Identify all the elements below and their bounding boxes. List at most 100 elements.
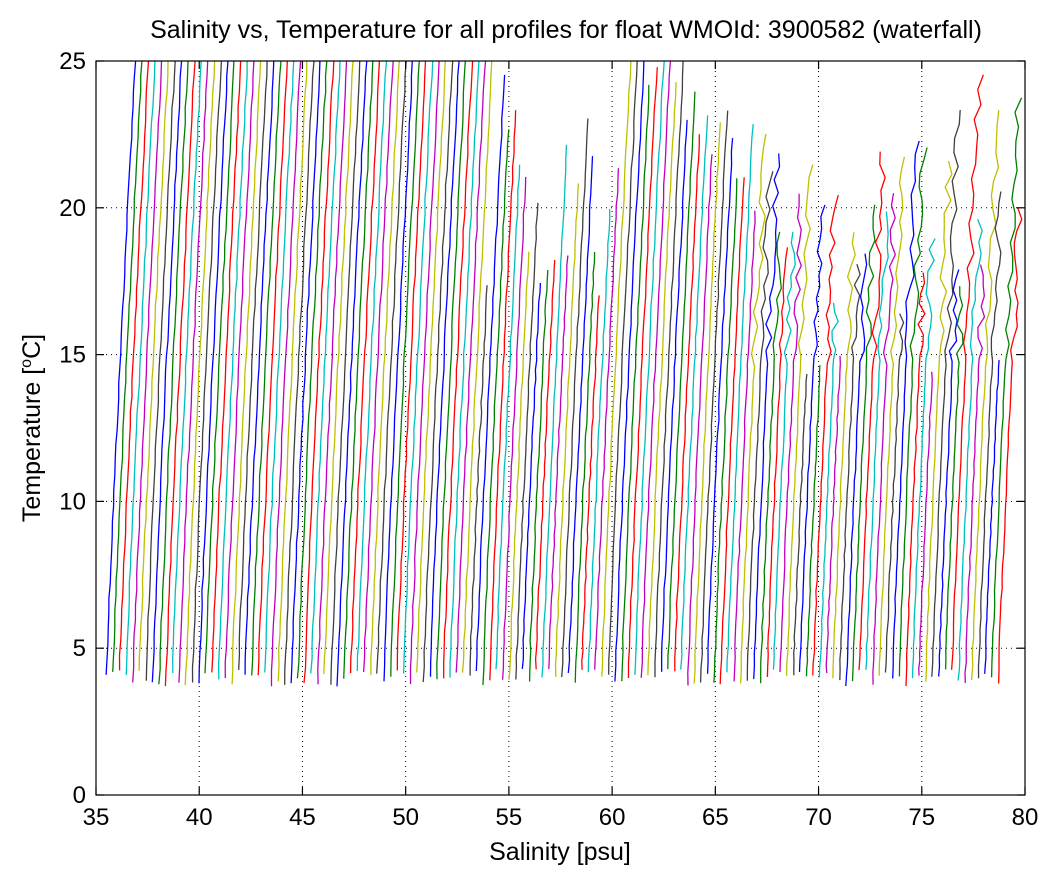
axis-ticks: [95, 60, 1026, 796]
profile-line: [317, 60, 348, 685]
profile-line: [264, 60, 295, 673]
profile-lines: [105, 60, 1023, 687]
profile-line: [231, 60, 262, 685]
profile-line: [766, 247, 789, 678]
profile-line: [370, 60, 400, 675]
x-tick-label: 65: [702, 804, 729, 831]
y-axis-label: Temperature [oC]: [18, 334, 46, 522]
profile-line: [429, 60, 460, 677]
profile-line: [567, 156, 594, 673]
profile-line: [779, 193, 803, 673]
profile-line: [984, 360, 1000, 674]
profile-line: [753, 153, 781, 680]
profile-line: [587, 209, 611, 673]
profile-line: [257, 60, 288, 676]
profile-line: [647, 82, 677, 676]
profile-line: [937, 269, 960, 677]
profile-line: [469, 285, 488, 676]
x-tick-label: 60: [599, 804, 626, 831]
profile-line: [674, 134, 700, 672]
y-tick-label: 0: [73, 782, 86, 809]
profile-line: [660, 119, 688, 672]
profile-line: [687, 154, 713, 686]
x-tick-label: 35: [83, 804, 110, 831]
x-axis-label: Salinity [psu]: [489, 838, 631, 866]
y-tick-label: 20: [59, 195, 86, 222]
profile-line: [760, 231, 782, 684]
profile-line: [158, 60, 189, 685]
profile-line: [296, 60, 328, 679]
profile-line: [944, 286, 964, 670]
profile-line: [561, 118, 589, 678]
profile-line: [594, 168, 620, 670]
profile-line: [957, 218, 983, 681]
profile-line: [878, 156, 906, 676]
profile-line: [892, 140, 920, 679]
profile-line: [138, 60, 169, 671]
profile-line: [521, 282, 542, 669]
profile-line: [495, 164, 521, 670]
profile-line: [112, 60, 143, 672]
profile-line: [443, 60, 474, 679]
profile-line: [911, 238, 936, 679]
profile-line: [608, 60, 638, 675]
profile-line: [884, 313, 905, 673]
profile-line: [805, 365, 821, 677]
profile-line: [739, 133, 767, 684]
profile-line: [667, 91, 696, 670]
profile-line: [832, 232, 856, 679]
profile-line: [872, 193, 897, 685]
profile-line: [244, 60, 275, 675]
profile-line: [772, 231, 796, 670]
profile-line: [918, 371, 933, 676]
profile-line: [818, 302, 839, 678]
profile-line: [654, 60, 684, 678]
x-tick-label: 80: [1012, 804, 1039, 831]
profile-line: [198, 60, 229, 684]
profile-line: [125, 60, 156, 676]
profile-line: [733, 210, 756, 682]
profile-line: [284, 60, 315, 685]
profile-line: [970, 110, 1000, 681]
profile-line: [238, 60, 268, 670]
profile-line: [990, 97, 1023, 678]
profile-line: [277, 61, 308, 682]
profile-line: [858, 151, 886, 671]
profile-line: [178, 60, 209, 683]
y-axis-label-main: Temperature [: [18, 368, 46, 522]
profile-line: [383, 60, 413, 682]
profile-line: [534, 259, 556, 670]
profile-line: [793, 374, 808, 676]
profile-line: [105, 60, 137, 675]
profile-line: [270, 60, 302, 687]
profile-line: [501, 176, 527, 680]
profile-line: [812, 194, 839, 676]
profile-line: [693, 122, 721, 684]
profile-line: [118, 60, 150, 671]
profile-line: [931, 109, 961, 677]
profile-line: [977, 191, 1002, 679]
profile-line: [548, 255, 569, 670]
profile-line: [719, 177, 745, 685]
profile-line: [172, 60, 202, 674]
profile-line: [436, 60, 466, 680]
x-tick-label: 70: [805, 804, 832, 831]
profile-line: [785, 164, 814, 676]
profile-line: [640, 60, 672, 678]
profile-line: [409, 60, 440, 685]
profile-line: [541, 144, 568, 678]
y-axis-label-superscript: o: [18, 359, 35, 368]
x-tick-label: 55: [496, 804, 523, 831]
profile-line: [211, 60, 242, 673]
x-tick-label: 75: [908, 804, 935, 831]
profile-line: [997, 207, 1023, 684]
profile-line: [390, 60, 420, 677]
profile-line: [845, 253, 868, 687]
profile-line: [310, 60, 341, 674]
profile-line: [680, 115, 709, 670]
profile-line: [865, 211, 889, 670]
profile-line: [349, 60, 381, 674]
profile-line: [151, 60, 183, 683]
profile-line: [925, 161, 953, 682]
